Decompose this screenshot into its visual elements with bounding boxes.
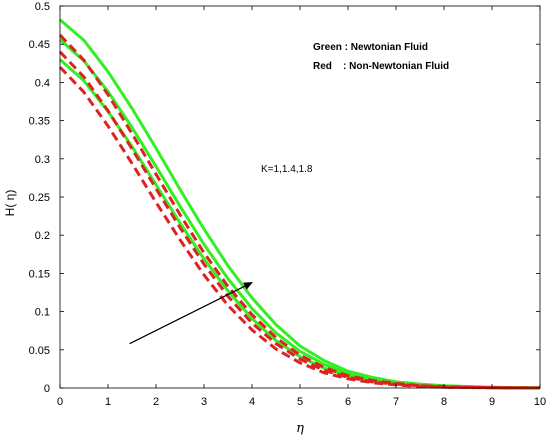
x-tick-label: 2 xyxy=(153,396,159,408)
x-tick-label: 3 xyxy=(201,396,207,408)
annotation-label: K=1,1.4,1.8 xyxy=(261,164,313,175)
x-tick-label: 0 xyxy=(57,396,63,408)
x-tick-label: 10 xyxy=(534,396,546,408)
y-tick-label: 0.4 xyxy=(35,77,50,89)
series-line-1 xyxy=(59,38,541,390)
y-tick-label: 0 xyxy=(44,383,50,395)
series-line-4 xyxy=(58,50,541,390)
series-lines xyxy=(58,18,541,390)
x-tick-label: 6 xyxy=(345,396,351,408)
annotation-arrow xyxy=(129,282,253,345)
y-tick-label: 0.25 xyxy=(29,192,50,204)
axis-ticks xyxy=(59,5,541,389)
y-tick-label: 0.35 xyxy=(29,116,50,128)
x-tick-label: 9 xyxy=(489,396,495,408)
series-line-5 xyxy=(58,66,541,390)
y-tick-label: 0.15 xyxy=(29,268,50,280)
legend-entry-non-newtonian: Red : Non-Newtonian Fluid xyxy=(313,61,449,72)
y-tick-label: 0.05 xyxy=(29,345,50,357)
x-axis-title: η xyxy=(296,421,304,436)
y-tick-label: 0.1 xyxy=(35,307,50,319)
x-tick-label: 5 xyxy=(297,396,303,408)
y-tick-label: 0.45 xyxy=(29,39,50,51)
legend-entry-newtonian: Green : Newtonian Fluid xyxy=(313,42,428,53)
plot-frame xyxy=(59,5,541,389)
y-tick-label: 0.3 xyxy=(35,154,50,166)
x-tick-label: 8 xyxy=(441,396,447,408)
x-tick-label: 1 xyxy=(105,396,111,408)
series-line-0 xyxy=(59,18,541,390)
x-tick-label: 7 xyxy=(393,396,399,408)
tick-labels: 0 1 2 3 4 5 6 7 8 9 10 0 0.05 0.1 0.15 0.2 0.25 0.3 0.35 0.… xyxy=(29,1,546,408)
y-axis-title: H( η) xyxy=(3,190,17,217)
x-tick-label: 4 xyxy=(249,396,255,408)
y-tick-label: 0.5 xyxy=(35,1,50,13)
series-line-3 xyxy=(58,33,541,390)
y-tick-label: 0.2 xyxy=(35,230,50,242)
